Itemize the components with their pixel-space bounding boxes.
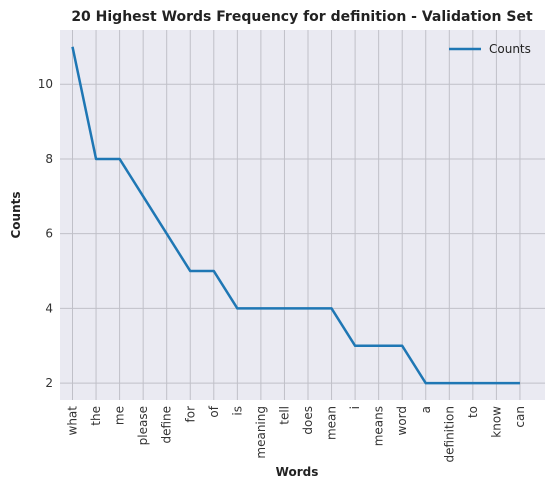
x-axis-label: Words: [276, 465, 319, 479]
x-tick-label: mean: [325, 406, 339, 440]
x-tick-label: of: [207, 405, 221, 417]
y-tick-label: 4: [45, 301, 53, 315]
x-tick-label: definition: [442, 406, 456, 462]
y-tick-label: 6: [45, 227, 53, 241]
x-tick-label: does: [301, 406, 315, 435]
x-tick-label: to: [466, 406, 480, 418]
x-tick-label: can: [513, 406, 527, 428]
x-tick-label: means: [372, 406, 386, 446]
x-tick-label: is: [230, 406, 244, 416]
ticks: what the me please define for of is meaning tell d…: [38, 77, 527, 462]
x-tick-label: me: [113, 406, 127, 425]
x-tick-label: for: [183, 406, 197, 423]
x-tick-label: what: [66, 406, 80, 436]
y-tick-label: 10: [38, 77, 53, 91]
grid: [60, 30, 545, 400]
legend-label: Counts: [489, 42, 531, 56]
x-tick-label: meaning: [254, 406, 268, 459]
x-tick-label: know: [489, 406, 503, 438]
chart-title: 20 Highest Words Frequency for definitio…: [71, 9, 533, 25]
series-line-counts: [71, 46, 520, 385]
x-tick-label: i: [348, 406, 362, 409]
y-axis-label: Counts: [9, 191, 23, 238]
series: [71, 46, 520, 385]
x-tick-label: word: [395, 406, 409, 436]
x-tick-label: please: [136, 406, 150, 445]
plot-background: [60, 30, 545, 400]
x-tick-label: a: [419, 406, 433, 413]
y-tick-label: 8: [45, 152, 53, 166]
x-tick-label: the: [89, 406, 103, 426]
y-tick-label: 2: [45, 376, 53, 390]
x-tick-label: tell: [277, 406, 291, 425]
x-tick-label: define: [160, 406, 174, 444]
legend: Counts: [449, 42, 531, 56]
